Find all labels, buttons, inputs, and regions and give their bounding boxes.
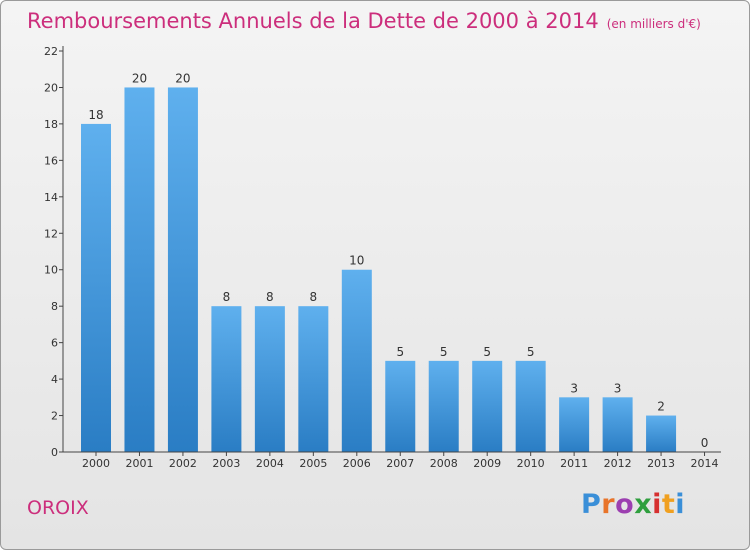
x-tick-label-2003: 2003	[212, 457, 240, 470]
y-tick-label-6: 6	[51, 337, 58, 350]
logo-letter: i	[675, 489, 686, 520]
x-tick-label-2014: 2014	[691, 457, 719, 470]
y-tick-label-16: 16	[44, 154, 58, 167]
chart-unit: (en milliers d'€)	[606, 17, 701, 31]
x-tick-label-2007: 2007	[386, 457, 414, 470]
x-tick-label-2004: 2004	[256, 457, 284, 470]
proxiti-logo: Proxiti	[581, 489, 685, 520]
bar-2013	[646, 415, 677, 452]
bar-2007	[385, 360, 416, 452]
x-tick-label-2008: 2008	[430, 457, 458, 470]
value-label-2009: 5	[483, 345, 491, 359]
bar-2005	[298, 306, 329, 452]
x-tick-label-2011: 2011	[560, 457, 588, 470]
bar-2012	[602, 397, 633, 452]
chart-title-text: Remboursements Annuels de la Dette de 20…	[27, 9, 599, 33]
x-tick-label-2000: 2000	[82, 457, 110, 470]
x-tick-label-2005: 2005	[299, 457, 327, 470]
bar-2000	[81, 123, 111, 452]
value-label-2008: 5	[440, 345, 448, 359]
x-tick-label-2012: 2012	[604, 457, 632, 470]
bar-2009	[472, 360, 503, 452]
value-label-2002: 20	[175, 71, 190, 85]
y-tick-label-22: 22	[44, 45, 58, 58]
value-label-2014: 0	[701, 436, 709, 450]
bar-2008	[428, 360, 459, 452]
logo-letter: t	[661, 489, 676, 520]
bar-2003	[211, 306, 242, 452]
bar-2001	[124, 87, 155, 453]
value-label-2012: 3	[614, 381, 622, 395]
value-label-2001: 20	[132, 71, 147, 85]
value-label-2010: 5	[527, 345, 535, 359]
y-tick-label-12: 12	[44, 227, 58, 240]
logo-letter: r	[601, 489, 616, 520]
chart-title: Remboursements Annuels de la Dette de 20…	[27, 9, 701, 33]
logo-letter: P	[581, 489, 602, 520]
y-tick-label-14: 14	[44, 191, 58, 204]
y-tick-label-8: 8	[51, 300, 58, 313]
bar-2006	[341, 269, 372, 452]
value-label-2007: 5	[396, 345, 404, 359]
bar-2011	[559, 397, 590, 452]
value-label-2013: 2	[657, 400, 665, 414]
logo-letter: o	[615, 489, 635, 520]
bar-2002	[167, 87, 198, 453]
bar-2010	[515, 360, 546, 452]
y-tick-label-10: 10	[44, 264, 58, 277]
value-label-2000: 18	[88, 108, 103, 122]
value-label-2003: 8	[223, 290, 231, 304]
logo-letter: x	[634, 489, 653, 520]
value-label-2005: 8	[310, 290, 318, 304]
commune-name: OROIX	[27, 497, 89, 519]
logo-letter: i	[652, 489, 662, 520]
x-tick-label-2002: 2002	[169, 457, 197, 470]
value-label-2006: 10	[349, 254, 364, 268]
x-tick-label-2010: 2010	[517, 457, 545, 470]
x-tick-label-2013: 2013	[647, 457, 675, 470]
y-tick-label-2: 2	[51, 410, 58, 423]
y-tick-label-20: 20	[44, 81, 58, 94]
x-tick-label-2001: 2001	[125, 457, 153, 470]
y-tick-label-18: 18	[44, 118, 58, 131]
value-label-2011: 3	[570, 381, 578, 395]
x-tick-label-2009: 2009	[473, 457, 501, 470]
bar-2004	[254, 306, 285, 452]
y-tick-label-0: 0	[51, 446, 58, 459]
value-label-2004: 8	[266, 290, 274, 304]
x-tick-label-2006: 2006	[343, 457, 371, 470]
y-tick-label-4: 4	[51, 373, 58, 386]
